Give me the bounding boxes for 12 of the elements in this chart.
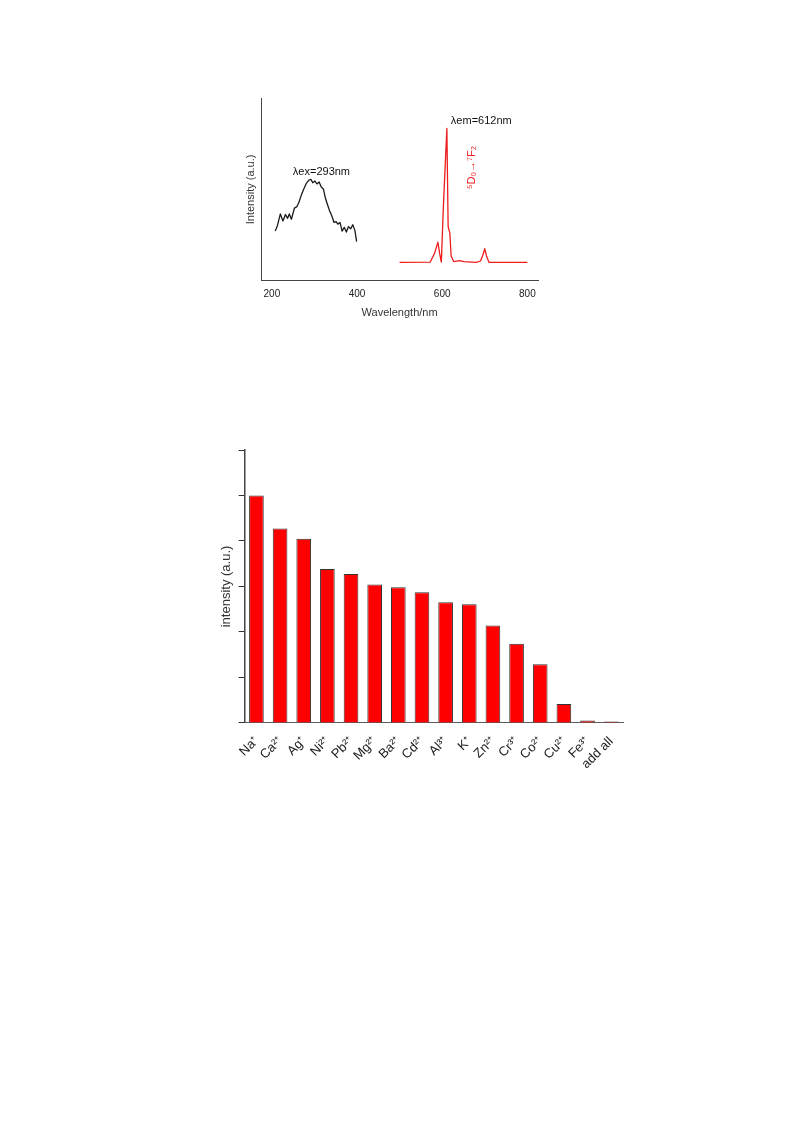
y-axis-title: Intensity (a.u.) bbox=[243, 154, 256, 225]
x-axis-title: Wavelength/nm bbox=[361, 306, 438, 319]
x-tick-label: 800 bbox=[519, 287, 537, 299]
x-tick-label: 600 bbox=[433, 287, 451, 299]
annotation: λex=293nm bbox=[292, 165, 351, 178]
y-axis-title: intensity (a.u.) bbox=[218, 545, 234, 628]
x-tick-label: Al³⁺ bbox=[425, 733, 451, 759]
x-tick-label: Ag⁺ bbox=[283, 733, 309, 759]
x-tick-label: 200 bbox=[263, 287, 281, 299]
x-tick-label: 400 bbox=[348, 287, 366, 299]
annotation: λem=612nm bbox=[450, 114, 512, 126]
annotation: ⁵D₀→⁷F₂ bbox=[464, 145, 477, 189]
